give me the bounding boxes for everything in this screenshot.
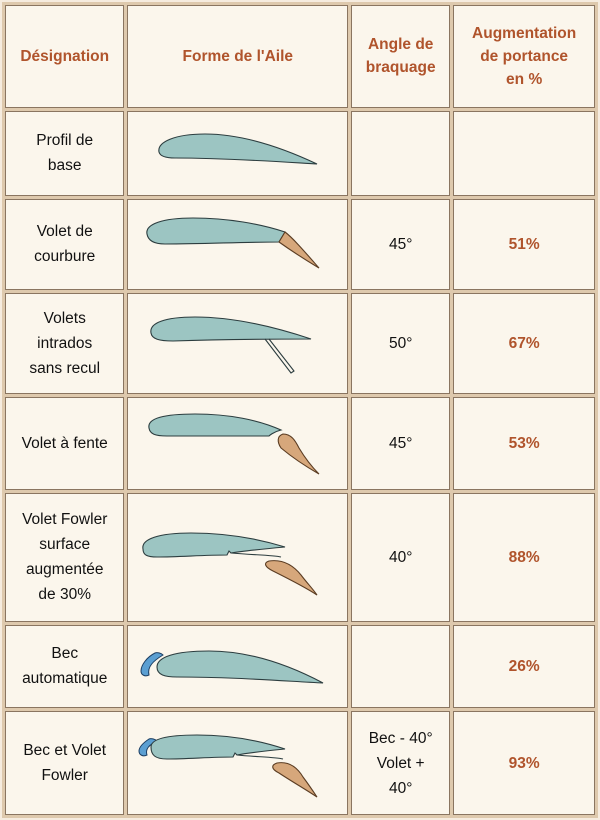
designation-line: Volet Fowler (22, 511, 108, 529)
lift-increase-cell: 67% (453, 292, 595, 394)
leading-edge-slat-icon (140, 650, 324, 685)
angle-line: 45° (388, 435, 413, 453)
angle-line: 40° (388, 779, 413, 797)
designation-line: Bec (51, 645, 79, 663)
table-row: Profil de base (5, 110, 595, 197)
designation-line: Bec et Volet (23, 742, 107, 760)
split-flap-icon (150, 316, 311, 374)
slotted-flap-icon (148, 413, 320, 475)
wing-shape-cell (127, 711, 349, 815)
header-row: Désignation Forme de l'Aile Angle de bra… (5, 5, 595, 108)
header-lift-line-1: Augmentation (472, 24, 577, 42)
header-angle-line-2: braquage (365, 59, 436, 77)
designation-line: Profil de (36, 132, 94, 150)
lift-increase-cell: 53% (453, 396, 595, 491)
angle-line: 50° (388, 334, 413, 352)
designation-cell: Bec et Volet Fowler (5, 711, 125, 815)
designation-line: Volets (43, 309, 86, 327)
lift-increase-cell: 93% (453, 711, 595, 815)
designation-line: de 30% (38, 586, 91, 604)
lift-increase-cell: 51% (453, 199, 595, 290)
table-row: Volet à fente 45° 53% (5, 396, 595, 491)
deflection-angle-cell: 45° (351, 199, 451, 290)
wing-shape-cell (127, 292, 349, 394)
designation-line: surface (39, 536, 91, 554)
angle-line: Volet + (376, 754, 425, 772)
table-row: Bec automatique 26% (5, 624, 595, 709)
wing-shape-cell (127, 624, 349, 709)
deflection-angle-cell (351, 110, 451, 197)
table-row: Volets intrados sans recul 50° 67% (5, 292, 595, 394)
designation-cell: Profil de base (5, 110, 125, 197)
header-wing-shape: Forme de l'Aile (127, 5, 349, 108)
designation-line: intrados (37, 334, 93, 352)
deflection-angle-cell (351, 624, 451, 709)
header-lift-increase: Augmentation de portance en % (453, 5, 595, 108)
designation-line: base (47, 157, 82, 175)
designation-cell: Volet Fowler surface augmentée de 30% (5, 493, 125, 622)
header-deflection-angle: Angle de braquage (351, 5, 451, 108)
wing-shape-cell (127, 396, 349, 491)
base-airfoil-icon (158, 133, 317, 166)
designation-line: Volet à fente (21, 435, 108, 453)
header-lift-line-2: de portance (480, 47, 569, 65)
lift-increase-cell: 26% (453, 624, 595, 709)
lift-increase-cell: 88% (453, 493, 595, 622)
angle-line: 40° (388, 548, 413, 566)
designation-cell: Volets intrados sans recul (5, 292, 125, 394)
angle-line: Bec - 40° (368, 729, 433, 747)
angle-line: 45° (388, 235, 413, 253)
wing-shape-cell (127, 199, 349, 290)
slat-and-fowler-flap-icon (138, 734, 318, 798)
designation-cell: Volet à fente (5, 396, 125, 491)
designation-line: automatique (22, 670, 108, 688)
deflection-angle-cell: Bec - 40° Volet + 40° (351, 711, 451, 815)
lift-increase-cell (453, 110, 595, 197)
wing-shape-cell (127, 493, 349, 622)
table-row: Volet Fowler surface augmentée de 30% 40… (5, 493, 595, 622)
designation-line: Volet de (36, 223, 93, 241)
camber-flap-icon (146, 217, 320, 269)
header-angle-line-1: Angle de (367, 36, 434, 54)
designation-line: sans recul (29, 359, 101, 377)
deflection-angle-cell: 40° (351, 493, 451, 622)
table-row: Bec et Volet Fowler Bec - 40° Volet + 40… (5, 711, 595, 815)
deflection-angle-cell: 45° (351, 396, 451, 491)
deflection-angle-cell: 50° (351, 292, 451, 394)
designation-line: courbure (34, 248, 96, 266)
designation-cell: Volet de courbure (5, 199, 125, 290)
fowler-flap-icon (142, 532, 318, 596)
header-designation: Désignation (5, 5, 125, 108)
wing-shape-cell (127, 110, 349, 197)
designation-line: Fowler (41, 767, 88, 785)
designation-cell: Bec automatique (5, 624, 125, 709)
designation-line: augmentée (25, 561, 104, 579)
table-row: Volet de courbure 45° 51% (5, 199, 595, 290)
header-lift-line-3: en % (506, 70, 543, 88)
